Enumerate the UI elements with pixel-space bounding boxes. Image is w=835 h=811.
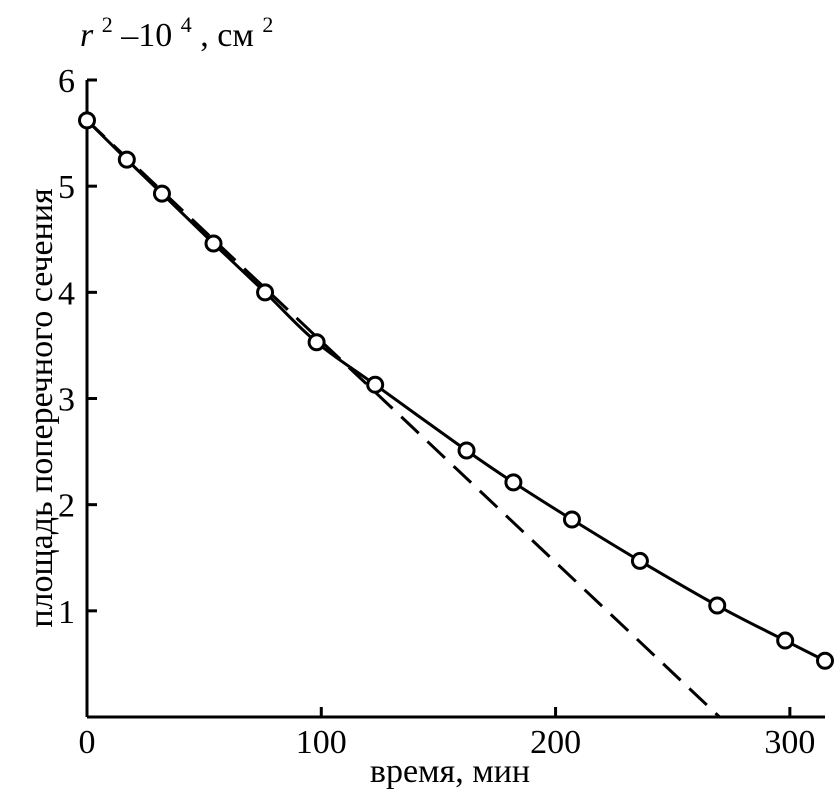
data-point-marker xyxy=(117,150,136,169)
x-tick-label: 300 xyxy=(764,724,815,761)
data-point-marker xyxy=(78,111,96,130)
x-tick-label: 100 xyxy=(296,724,347,761)
y-unit-unit: , см xyxy=(200,17,254,54)
y-axis-label: площадь поперечного сечения xyxy=(23,188,60,628)
x-axis-label: время, мин xyxy=(370,753,530,790)
data-point-marker xyxy=(204,234,223,253)
x-tick-label: 0 xyxy=(79,724,96,761)
y-tick-label: 6 xyxy=(58,63,75,100)
y-ticks: 1 2 3 4 5 6 xyxy=(58,63,97,631)
y-unit-base: r xyxy=(80,17,94,54)
solid-curve-line xyxy=(85,119,826,663)
x-tick-label: 200 xyxy=(530,724,581,761)
dashed-linear-line xyxy=(85,119,721,719)
y-tick-label: 2 xyxy=(58,488,75,525)
data-point-marker xyxy=(708,596,727,615)
y-tick-label: 3 xyxy=(58,382,75,419)
data-point-marker xyxy=(256,283,275,302)
data-point-marker xyxy=(504,473,523,492)
y-unit-sup2: 4 xyxy=(181,12,192,37)
y-unit-sup1: 2 xyxy=(102,12,113,37)
data-point-marker xyxy=(152,184,171,203)
data-point-marker xyxy=(776,631,795,650)
y-unit-sup3: 2 xyxy=(262,12,273,37)
data-point-marker xyxy=(366,375,385,394)
y-unit-label: r 2 –10 4 , см 2 xyxy=(80,3,273,54)
x-ticks: 0 100 200 300 xyxy=(79,707,815,761)
y-unit-mid: –10 xyxy=(120,17,172,54)
axes xyxy=(85,80,825,719)
data-point-marker xyxy=(630,551,649,570)
y-tick-label: 1 xyxy=(58,594,75,631)
y-tick-label: 5 xyxy=(58,169,75,206)
data-point-marker xyxy=(457,441,476,460)
data-point-marker xyxy=(562,510,581,529)
series-group xyxy=(78,111,834,719)
data-point-marker xyxy=(816,651,834,670)
y-tick-label: 4 xyxy=(58,275,75,312)
data-point-marker xyxy=(307,333,326,352)
